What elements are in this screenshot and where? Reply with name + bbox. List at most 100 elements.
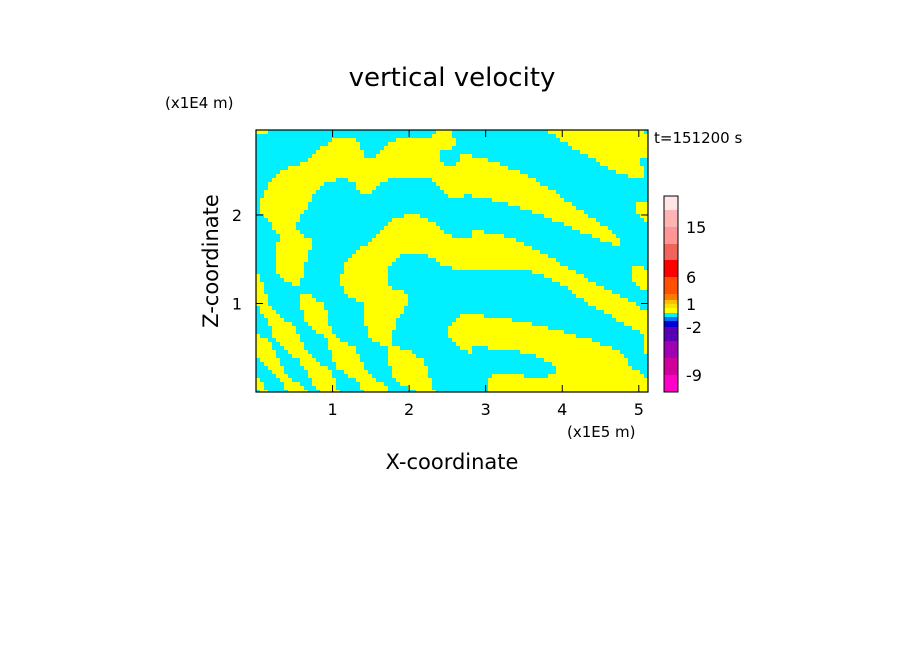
field-cell (480, 314, 484, 318)
field-cell (304, 298, 308, 302)
field-cell (492, 182, 496, 186)
field-cell (624, 386, 628, 390)
field-cell (292, 186, 296, 190)
field-cell (328, 378, 332, 382)
field-cell (588, 374, 592, 378)
field-cell (372, 322, 376, 326)
field-cell (416, 138, 420, 142)
field-cell (572, 282, 576, 286)
field-cell (384, 294, 388, 298)
field-cell (440, 170, 444, 174)
field-cell (612, 358, 616, 362)
field-cell (380, 342, 384, 346)
field-cell (280, 338, 284, 342)
field-cell (368, 258, 372, 262)
field-cell (528, 350, 532, 354)
field-cell (612, 142, 616, 146)
field-cell (444, 190, 448, 194)
field-cell (580, 342, 584, 346)
field-cell (484, 254, 488, 258)
field-cell (604, 382, 608, 386)
field-cell (372, 178, 376, 182)
field-cell (552, 382, 556, 386)
field-cell (632, 322, 636, 326)
field-cell (288, 390, 292, 392)
field-cell (436, 246, 440, 250)
field-cell (524, 174, 528, 178)
field-cell (624, 142, 628, 146)
field-cell (460, 266, 464, 270)
field-cell (384, 314, 388, 318)
field-cell (540, 350, 544, 354)
field-cell (300, 206, 304, 210)
field-cell (456, 238, 460, 242)
field-cell (360, 182, 364, 186)
field-cell (472, 334, 476, 338)
field-cell (428, 174, 432, 178)
field-cell (396, 354, 400, 358)
field-cell (380, 166, 384, 170)
field-cell (284, 194, 288, 198)
field-cell (608, 234, 612, 238)
field-cell (272, 210, 276, 214)
field-cell (272, 182, 276, 186)
field-cell (596, 150, 600, 154)
field-cell (380, 290, 384, 294)
field-cell (300, 202, 304, 206)
field-cell (348, 178, 352, 182)
field-cell (468, 154, 472, 158)
field-cell (384, 274, 388, 278)
field-cell (324, 178, 328, 182)
field-cell (388, 342, 392, 346)
field-cell (580, 218, 584, 222)
field-cell (528, 378, 532, 382)
field-cell (432, 254, 436, 258)
field-cell (340, 358, 344, 362)
field-cell (620, 162, 624, 166)
field-cell (564, 354, 568, 358)
field-cell (320, 366, 324, 370)
field-cell (316, 150, 320, 154)
field-cell (288, 214, 292, 218)
field-cell (528, 186, 532, 190)
field-cell (564, 374, 568, 378)
field-cell (268, 210, 272, 214)
field-cell (600, 354, 604, 358)
field-cell (568, 274, 572, 278)
field-cell (452, 266, 456, 270)
field-cell (612, 294, 616, 298)
field-cell (532, 270, 536, 274)
field-cell (632, 378, 636, 382)
field-cell (312, 182, 316, 186)
field-cell (580, 362, 584, 366)
field-cell (636, 206, 640, 210)
field-cell (480, 330, 484, 334)
field-cell (404, 358, 408, 362)
field-cell (360, 366, 364, 370)
field-cell (388, 154, 392, 158)
field-cell (452, 182, 456, 186)
field-cell (320, 170, 324, 174)
field-cell (432, 226, 436, 230)
field-cell (596, 390, 600, 392)
field-cell (376, 170, 380, 174)
field-cell (528, 330, 532, 334)
field-cell (552, 350, 556, 354)
field-cell (564, 270, 568, 274)
field-cell (424, 174, 428, 178)
field-cell (564, 338, 568, 342)
field-cell (420, 170, 424, 174)
field-cell (604, 378, 608, 382)
field-cell (328, 146, 332, 150)
field-cell (300, 178, 304, 182)
field-cell (280, 274, 284, 278)
field-cell (280, 326, 284, 330)
field-cell (352, 258, 356, 262)
field-cell (536, 334, 540, 338)
field-cell (644, 134, 648, 138)
field-cell (644, 150, 648, 154)
field-cell (416, 154, 420, 158)
field-cell (360, 254, 364, 258)
field-cell (632, 134, 636, 138)
field-cell (260, 286, 264, 290)
